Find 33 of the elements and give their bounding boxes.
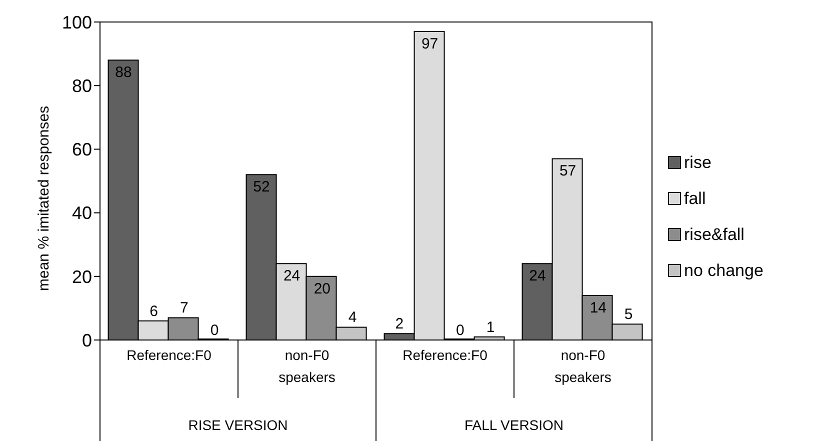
legend-label: fall (683, 188, 707, 208)
data-label: 14 (590, 299, 607, 316)
y-axis-title: mean % imitated responses (35, 106, 52, 291)
y-tick-label: 20 (72, 266, 92, 287)
data-label: 57 (559, 162, 576, 180)
x-tick-label: non-F0 speakers (278, 347, 336, 385)
data-label: 4 (348, 309, 357, 326)
text: FALL VERSION (463, 417, 565, 433)
x-tick-label: non-F0 speakers (554, 347, 612, 385)
data-label: 52 (253, 178, 270, 196)
data-label: 24 (529, 268, 546, 285)
data-label: 5 (624, 306, 633, 324)
y-tick-label: 100 (62, 12, 92, 32)
y-tick-label: 60 (72, 140, 92, 160)
legend-label: rise (683, 152, 712, 172)
data-label: 88 (115, 64, 132, 82)
y-tick-label: 0 (82, 330, 92, 350)
text: RISE VERSION (187, 417, 289, 433)
data-label: 97 (421, 36, 438, 53)
y-tick-label: 40 (72, 203, 92, 224)
data-label: 20 (314, 280, 331, 298)
x-tick-label: Reference:F0 (402, 347, 488, 363)
data-label: 0 (456, 322, 464, 339)
data-label: 6 (150, 302, 158, 320)
x-tick-label: Reference:F0 (126, 347, 212, 363)
data-label: 24 (283, 268, 300, 285)
data-label: 7 (180, 300, 188, 317)
legend-label: no change (683, 260, 764, 280)
data-label: 2 (395, 316, 404, 333)
legend-label: rise&fall (683, 224, 746, 244)
data-label: 0 (210, 322, 219, 339)
y-tick-label: 80 (72, 76, 92, 96)
data-label: 1 (486, 318, 495, 336)
